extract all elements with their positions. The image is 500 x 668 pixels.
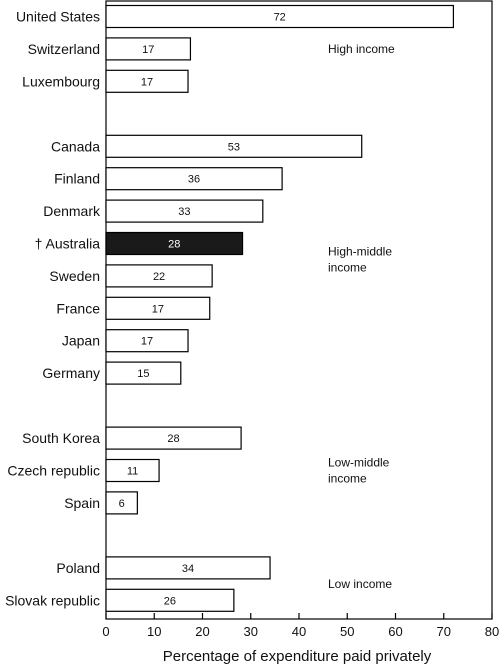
x-tick-label: 50 <box>340 624 354 639</box>
bar-value-label: 33 <box>178 206 190 218</box>
bar-value-label: 72 <box>274 12 286 24</box>
bar-value-label: 53 <box>228 141 240 153</box>
bar-value-label: 26 <box>164 595 176 607</box>
group-label: income <box>328 261 367 275</box>
x-tick-label: 40 <box>292 624 306 639</box>
group-label: income <box>328 472 367 486</box>
category-label: France <box>56 300 100 316</box>
bar-value-label: 17 <box>142 44 154 56</box>
bar <box>105 426 242 450</box>
x-tick-label: 30 <box>244 624 258 639</box>
category-label: South Korea <box>22 430 100 446</box>
x-axis-title: Percentage of expenditure paid privately <box>163 648 432 665</box>
bar <box>105 167 283 191</box>
bar-value-label: 15 <box>137 368 149 380</box>
group-label: High-middle <box>328 245 392 259</box>
bars: 72 17 17 53 36 33 28 22 17 17 15 28 11 6 34 26 <box>105 4 454 612</box>
bar <box>105 231 244 256</box>
bar-value-label: 17 <box>152 303 164 315</box>
category-label: Japan <box>62 333 100 349</box>
bar-value-label: 28 <box>167 433 179 445</box>
group-labels: High income High-middle income Low-middle in… <box>328 42 395 591</box>
category-label: Czech republic <box>7 463 100 479</box>
bar <box>105 329 189 353</box>
bar <box>105 4 454 29</box>
x-tick-label: 20 <box>195 624 209 639</box>
category-label: Finland <box>54 171 100 187</box>
bar <box>105 458 160 483</box>
bar <box>105 199 264 223</box>
group-label: Low income <box>328 577 392 591</box>
category-label: Canada <box>51 138 100 154</box>
x-axis-ticks: 0 10 20 30 40 50 60 70 80 <box>102 613 499 639</box>
bar <box>105 491 138 515</box>
category-label: † Australia <box>35 236 101 252</box>
bar-value-label: 17 <box>141 336 153 348</box>
group-label: Low-middle <box>328 456 390 470</box>
bar <box>105 296 211 320</box>
bar <box>105 134 363 158</box>
x-tick-label: 60 <box>388 624 402 639</box>
group-label: High income <box>328 42 395 56</box>
bar-value-label: 36 <box>188 174 200 186</box>
category-label: Slovak republic <box>5 592 100 608</box>
bar-value-label: 34 <box>182 563 194 575</box>
category-label: Luxembourg <box>22 73 100 89</box>
category-label: Spain <box>64 495 100 511</box>
category-label: Poland <box>56 560 100 576</box>
category-labels: United States Switzerland Luxembourg Canada… <box>5 9 101 609</box>
bar <box>105 361 182 385</box>
bar-value-label: 22 <box>153 271 165 283</box>
bar <box>105 588 235 612</box>
bar-value-label: 11 <box>127 466 138 478</box>
category-label: Sweden <box>49 268 100 284</box>
x-tick-label: 80 <box>485 624 499 639</box>
bar <box>105 37 192 61</box>
category-label: Denmark <box>43 203 101 219</box>
bar <box>105 556 271 580</box>
bar <box>105 69 189 93</box>
x-tick-label: 70 <box>437 624 451 639</box>
bar <box>105 264 213 288</box>
bar-value-label: 6 <box>119 498 125 510</box>
bar-value-label: 17 <box>141 76 153 88</box>
x-tick-label: 0 <box>102 624 109 639</box>
category-label: Germany <box>42 365 100 381</box>
category-label: United States <box>16 9 100 25</box>
category-label: Switzerland <box>28 41 100 57</box>
bar-value-label: 28 <box>168 239 180 251</box>
x-tick-label: 10 <box>147 624 161 639</box>
